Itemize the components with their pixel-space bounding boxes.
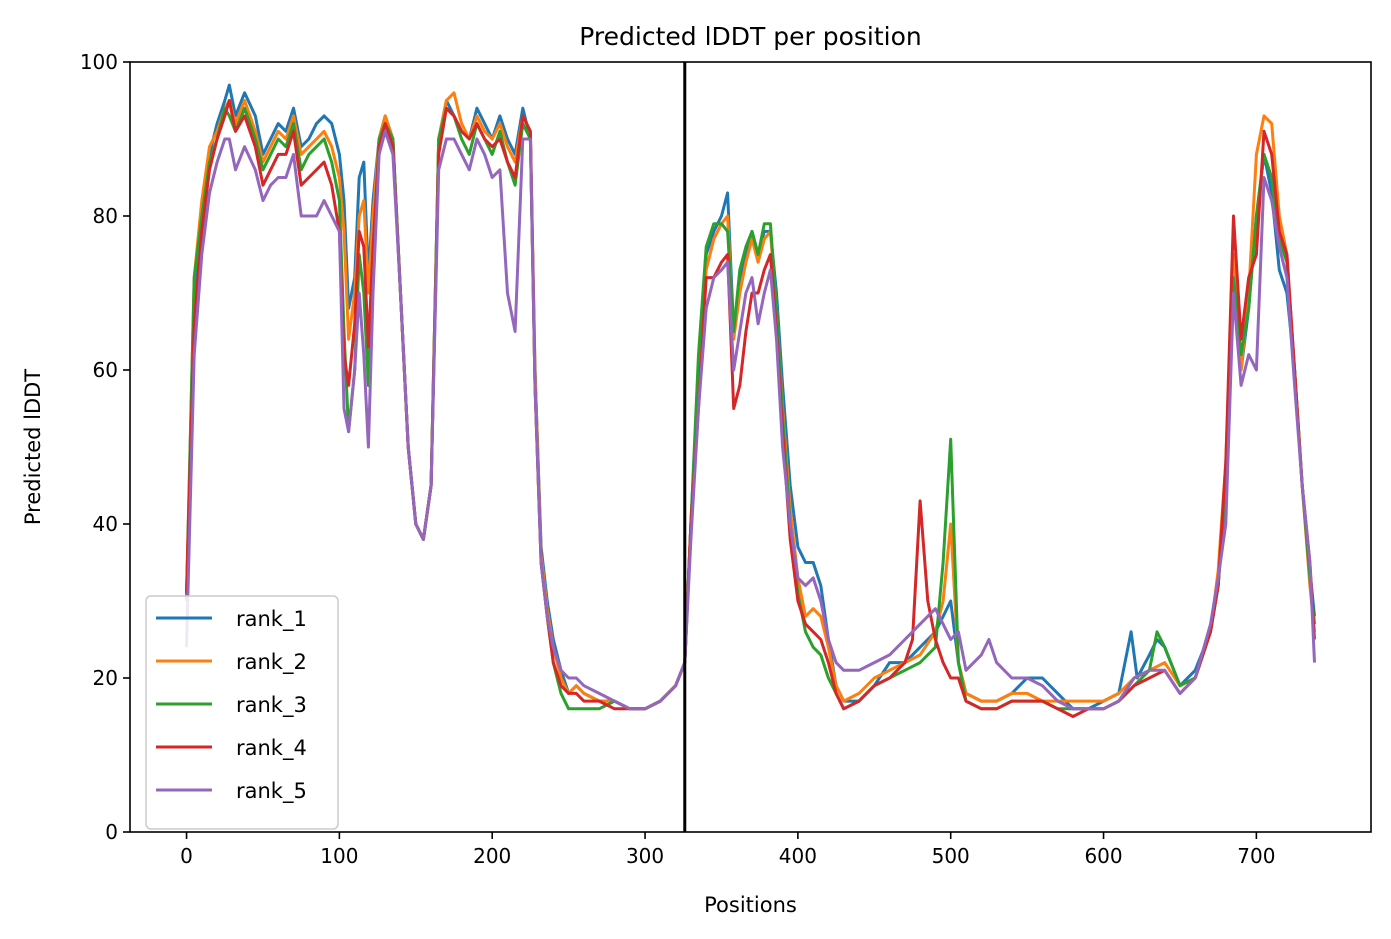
legend-label-rank_5: rank_5 bbox=[236, 779, 307, 804]
series-line-rank_4 bbox=[185, 99, 1316, 718]
series-layer bbox=[185, 83, 1316, 718]
series-line-rank_5 bbox=[185, 129, 1316, 711]
x-tick-label: 100 bbox=[320, 844, 358, 868]
legend-label-rank_3: rank_3 bbox=[236, 693, 307, 718]
series-line-rank_3 bbox=[185, 106, 1316, 711]
x-tick-label: 200 bbox=[473, 844, 511, 868]
legend-label-rank_2: rank_2 bbox=[236, 650, 307, 675]
y-tick-label: 100 bbox=[80, 50, 118, 74]
x-tick-label: 400 bbox=[779, 844, 817, 868]
y-tick-label: 20 bbox=[93, 666, 118, 690]
legend: rank_1 rank_2 rank_3 rank_4 rank_5 bbox=[145, 595, 339, 830]
plot-area-frame bbox=[129, 61, 1372, 833]
y-axis-title: Predicted lDDT bbox=[21, 369, 45, 525]
x-tick-label: 0 bbox=[180, 844, 193, 868]
series-line-rank_1 bbox=[185, 83, 1316, 711]
x-tick-label: 600 bbox=[1084, 844, 1122, 868]
chart-title: Predicted lDDT per position bbox=[579, 22, 921, 51]
legend-box bbox=[145, 595, 339, 830]
x-tick-label: 700 bbox=[1237, 844, 1275, 868]
legend-label-rank_1: rank_1 bbox=[236, 607, 307, 632]
x-axis-title: Positions bbox=[704, 893, 797, 917]
y-tick-label: 60 bbox=[93, 358, 118, 382]
x-tick-label: 500 bbox=[932, 844, 970, 868]
x-tick-label: 300 bbox=[626, 844, 664, 868]
series-line-rank_2 bbox=[185, 91, 1316, 711]
y-tick-label: 80 bbox=[93, 204, 118, 228]
y-tick-label: 40 bbox=[93, 512, 118, 536]
y-axis: 0 20 40 60 80 100 bbox=[80, 50, 130, 844]
y-tick-label: 0 bbox=[105, 820, 118, 844]
x-axis: 0 100 200 300 400 500 600 700 bbox=[180, 832, 1275, 868]
legend-label-rank_4: rank_4 bbox=[236, 736, 307, 761]
